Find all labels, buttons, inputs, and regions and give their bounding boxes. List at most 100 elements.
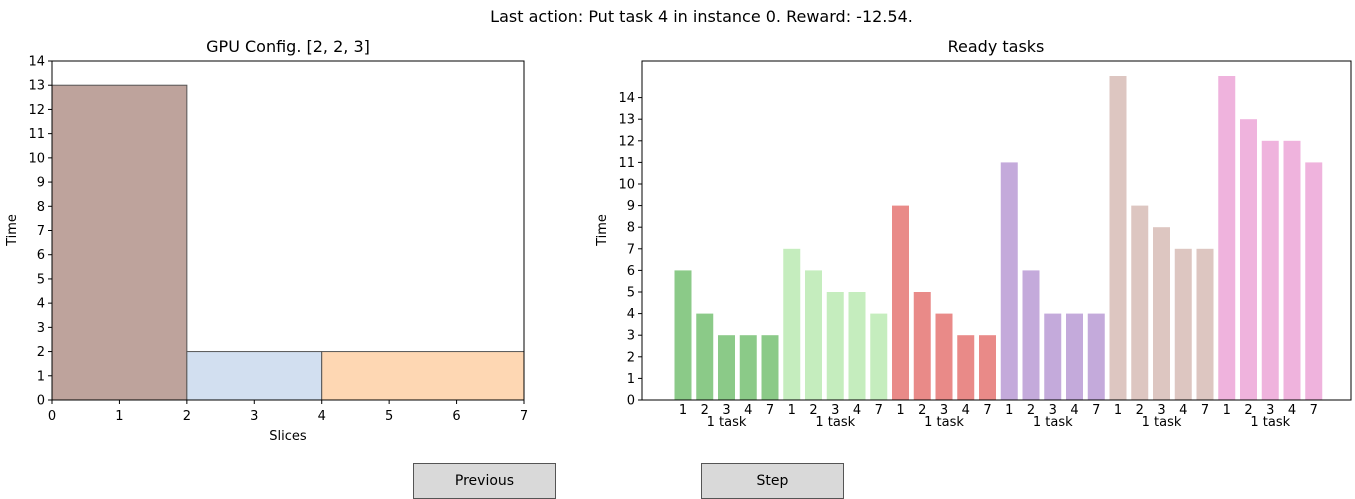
task-ytick-label: 5 (627, 286, 635, 301)
gpu-config-ylabel: Time (5, 214, 20, 247)
task-xtick-label: 3 (831, 403, 839, 418)
task-xtick-label: 4 (1288, 403, 1296, 418)
gpu-xtick-label: 0 (48, 409, 56, 424)
gpu-ytick-label: 5 (37, 272, 45, 287)
task-bar-g2-c3 (957, 335, 975, 400)
task-bar-g0-c4 (761, 335, 779, 400)
task-bar-g3-c3 (1066, 313, 1083, 400)
task-xtick-label: 7 (983, 403, 991, 418)
task-bar-g2-c0 (892, 205, 909, 400)
task-ytick-label: 11 (618, 156, 635, 171)
task-bar-g5-c3 (1283, 140, 1301, 401)
task-ytick-label: 0 (627, 394, 635, 409)
gpu-ytick-label: 2 (37, 345, 45, 360)
task-bar-g0-c0 (674, 270, 692, 400)
task-xtick-label: 4 (853, 403, 861, 418)
task-ytick-label: 1 (627, 372, 635, 387)
gpu-ytick-label: 4 (37, 297, 45, 312)
task-bar-g1-c0 (783, 248, 801, 400)
gpu-ytick-label: 6 (37, 248, 45, 263)
gpu-block-2 (321, 351, 525, 401)
task-bar-g5-c0 (1218, 76, 1236, 400)
gpu-xtick-label: 7 (520, 409, 528, 424)
gpu-config-chart: GPU Config. [2, 2, 3] 0 1 2 3 4 5 6 70123456789… (5, 37, 528, 444)
task-group-label: 1 task (924, 415, 964, 430)
gpu-config-title: GPU Config. [2, 2, 3] (206, 37, 370, 56)
gpu-xtick-label: 6 (452, 409, 460, 424)
task-bar-g1-c1 (805, 270, 822, 400)
figure: GPU Config. [2, 2, 3] 0 1 2 3 4 5 6 70123456789… (5, 37, 1352, 444)
task-bar-g0-c3 (739, 335, 757, 400)
gpu-ytick-label: 3 (37, 321, 45, 336)
task-xtick-label: 7 (1201, 403, 1209, 418)
task-xtick-label: 2 (1244, 403, 1252, 418)
gpu-config-xlabel: Slices (269, 429, 307, 444)
gpu-xtick-label: 2 (183, 409, 191, 424)
task-bar-g3-c0 (1000, 162, 1018, 400)
task-bar-g0-c1 (696, 313, 714, 400)
gpu-ytick-label: 9 (37, 176, 45, 191)
task-ytick-label: 10 (618, 178, 635, 193)
task-xtick-label: 3 (1266, 403, 1274, 418)
task-xtick-label: 2 (918, 403, 926, 418)
task-ytick-label: 8 (627, 221, 635, 236)
ready-tasks-title: Ready tasks (948, 37, 1045, 56)
task-bar-g4-c2 (1153, 227, 1170, 400)
task-bar-g4-c4 (1196, 248, 1214, 400)
task-ytick-label: 13 (618, 113, 635, 128)
task-ytick-label: 12 (618, 134, 635, 149)
task-group-label: 1 task (1142, 415, 1182, 430)
gpu-ytick-label: 14 (28, 55, 45, 70)
task-xtick-label: 3 (1157, 403, 1165, 418)
task-xtick-label: 3 (722, 403, 730, 418)
task-xtick-label: 1 (1223, 403, 1231, 418)
gpu-block-0 (51, 84, 188, 401)
task-bar-g0-c2 (718, 335, 735, 400)
task-ytick-label: 9 (627, 199, 635, 214)
task-bar-g3-c4 (1087, 313, 1105, 400)
task-xtick-label: 4 (962, 403, 970, 418)
task-bar-g1-c3 (848, 292, 866, 400)
last-action-title: Last action: Put task 4 in instance 0. R… (490, 7, 913, 26)
gpu-ytick-label: 7 (37, 224, 45, 239)
gpu-ytick-label: 11 (28, 127, 45, 142)
gpu-ytick-label: 12 (28, 103, 45, 118)
ready-tasks-axes-frame (641, 60, 1352, 401)
gpu-ytick-label: 13 (28, 79, 45, 94)
task-bar-g5-c1 (1240, 119, 1257, 400)
task-ytick-label: 6 (627, 264, 635, 279)
task-bar-g4-c1 (1131, 205, 1149, 400)
task-xtick-label: 1 (679, 403, 687, 418)
task-bar-g2-c1 (913, 292, 931, 400)
task-xtick-label: 7 (1310, 403, 1318, 418)
task-bar-g5-c2 (1261, 140, 1279, 401)
task-bar-g3-c1 (1022, 270, 1040, 400)
task-xtick-label: 2 (701, 403, 709, 418)
task-group-label: 1 task (1033, 415, 1073, 430)
task-bar-g4-c0 (1109, 76, 1127, 400)
task-xtick-label: 3 (940, 403, 948, 418)
task-xtick-label: 7 (875, 403, 883, 418)
ready-tasks-ylabel: Time (595, 214, 610, 247)
gpu-xtick-label: 5 (385, 409, 393, 424)
task-bar-g2-c4 (979, 335, 996, 400)
task-ytick-label: 2 (627, 350, 635, 365)
task-ytick-label: 14 (618, 91, 635, 106)
task-group-label: 1 task (707, 415, 747, 430)
gpu-xtick-label: 4 (318, 409, 326, 424)
task-ytick-label: 4 (627, 307, 635, 322)
task-bar-g4-c3 (1174, 248, 1192, 400)
task-bar-g3-c2 (1044, 313, 1062, 400)
task-ytick-label: 3 (627, 329, 635, 344)
step-button[interactable]: Step (701, 463, 844, 499)
task-ytick-label: 7 (627, 242, 635, 257)
task-xtick-label: 7 (766, 403, 774, 418)
task-xtick-label: 2 (809, 403, 817, 418)
gpu-ytick-label: 1 (37, 369, 45, 384)
task-xtick-label: 4 (1179, 403, 1187, 418)
task-bar-g2-c2 (935, 313, 953, 400)
gpu-xtick-label: 1 (115, 409, 123, 424)
previous-button[interactable]: Previous (413, 463, 556, 499)
gpu-ytick-label: 0 (37, 394, 45, 409)
task-xtick-label: 4 (1070, 403, 1078, 418)
